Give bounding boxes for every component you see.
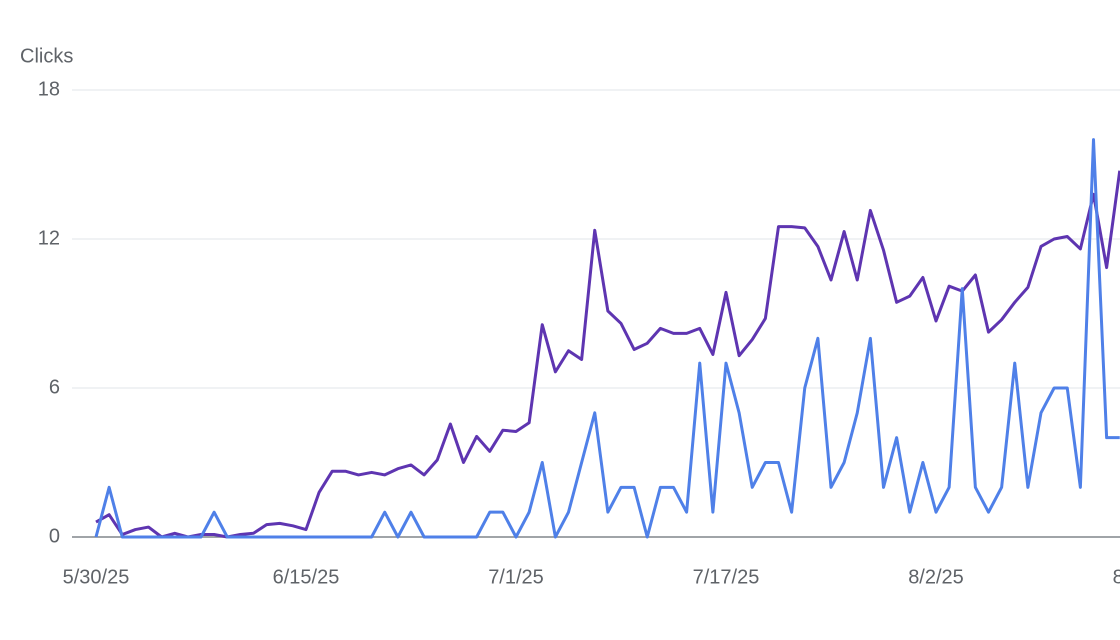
x-tick-label: 8/2/25: [908, 566, 964, 588]
x-tick-label: 8/18/25: [1113, 566, 1120, 588]
x-tick-label: 7/17/25: [693, 566, 760, 588]
y-tick-label: 18: [38, 78, 60, 100]
x-tick-label: 7/1/25: [488, 566, 544, 588]
series-line: [94, 138, 1120, 539]
y-axis-label: Clicks: [20, 45, 73, 67]
series-line: [95, 170, 1120, 539]
y-tick-label: 6: [49, 376, 60, 398]
y-tick-label: 0: [49, 525, 60, 547]
y-tick-label: 12: [38, 227, 60, 249]
x-tick-label: 5/30/25: [63, 566, 130, 588]
x-tick-label: 6/15/25: [273, 566, 340, 588]
